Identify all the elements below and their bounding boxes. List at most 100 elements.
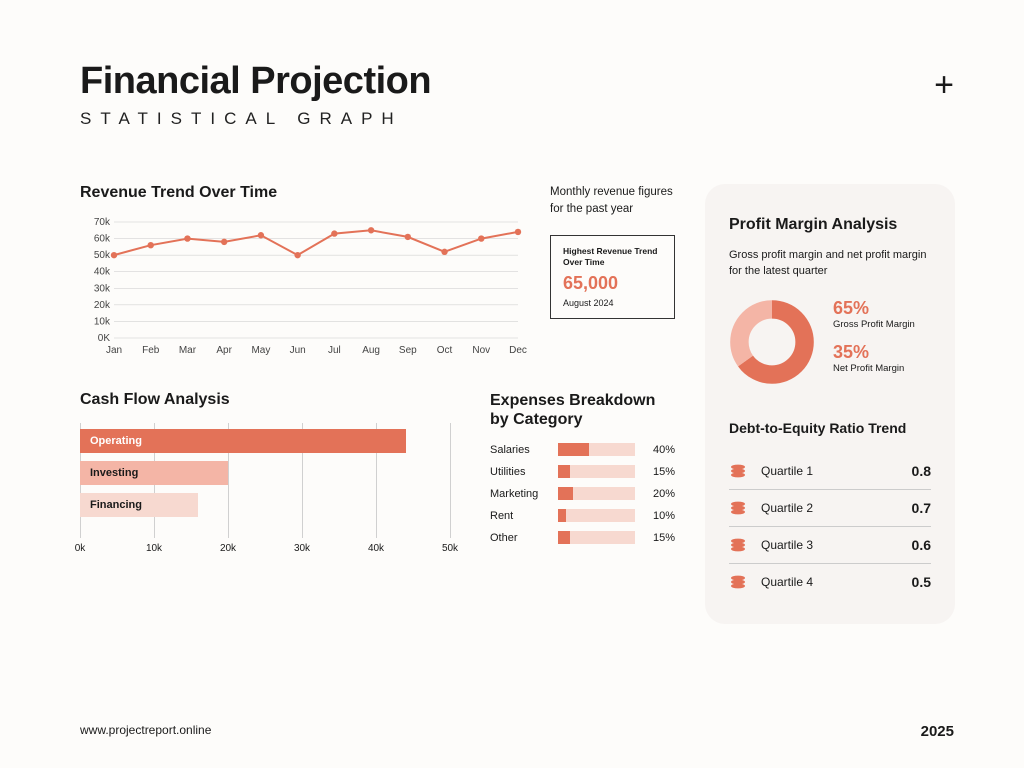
debt-value: 0.8 bbox=[912, 463, 931, 479]
revenue-line-chart: 0K10k20k30k40k50k60k70kJanFebMarAprMayJu… bbox=[80, 216, 528, 356]
expense-bar-bg bbox=[558, 531, 635, 544]
expense-row: Salaries 40% bbox=[490, 443, 675, 456]
expense-pct: 20% bbox=[643, 488, 675, 500]
expenses-list: Salaries 40% Utilities 15% Marketing 20%… bbox=[490, 443, 675, 544]
data-point bbox=[184, 235, 190, 241]
expense-row: Utilities 15% bbox=[490, 465, 675, 478]
x-axis-label: Mar bbox=[179, 345, 197, 356]
x-axis-label: Oct bbox=[437, 345, 453, 356]
cashflow-bar: Operating bbox=[80, 429, 406, 453]
x-axis-label: Sep bbox=[399, 345, 417, 356]
debt-row: Quartile 2 0.7 bbox=[729, 490, 931, 527]
profit-stat: 65% Gross Profit Margin bbox=[833, 298, 915, 330]
x-axis-label: 40k bbox=[368, 543, 384, 554]
y-axis-label: 20k bbox=[94, 300, 111, 311]
x-axis-label: Apr bbox=[216, 345, 232, 356]
debt-row: Quartile 3 0.6 bbox=[729, 527, 931, 564]
x-axis-label: Feb bbox=[142, 345, 160, 356]
highlight-label: Highest Revenue Trend Over Time bbox=[563, 246, 662, 266]
expenses-section: Expenses Breakdown by Category Salaries … bbox=[490, 391, 675, 553]
revenue-description: Monthly revenue figures for the past yea… bbox=[550, 184, 675, 217]
expense-bar-fill bbox=[558, 465, 570, 478]
debt-label: Quartile 4 bbox=[761, 575, 912, 589]
data-point bbox=[441, 249, 447, 255]
highlight-value: 65,000 bbox=[563, 273, 662, 294]
data-point bbox=[148, 242, 154, 248]
expense-pct: 40% bbox=[643, 444, 675, 456]
x-axis-label: 20k bbox=[220, 543, 236, 554]
stat-value: 65% bbox=[833, 298, 915, 319]
x-axis-label: 10k bbox=[146, 543, 162, 554]
cashflow-bar: Financing bbox=[80, 493, 198, 517]
expense-label: Salaries bbox=[490, 444, 550, 456]
data-point bbox=[111, 252, 117, 258]
page-title: Financial Projection bbox=[80, 60, 431, 103]
debt-title: Debt-to-Equity Ratio Trend bbox=[729, 420, 931, 438]
x-axis-label: Jan bbox=[106, 345, 122, 356]
bar-label: Financing bbox=[80, 493, 198, 517]
profit-title: Profit Margin Analysis bbox=[729, 216, 931, 234]
cashflow-title: Cash Flow Analysis bbox=[80, 391, 450, 409]
y-axis-label: 60k bbox=[94, 234, 111, 245]
expenses-title: Expenses Breakdown by Category bbox=[490, 391, 675, 429]
expense-row: Rent 10% bbox=[490, 509, 675, 522]
y-axis-label: 50k bbox=[94, 250, 111, 261]
data-point bbox=[221, 239, 227, 245]
expense-bar-fill bbox=[558, 443, 589, 456]
debt-label: Quartile 2 bbox=[761, 501, 912, 515]
x-axis-label: Jun bbox=[290, 345, 306, 356]
y-axis-label: 40k bbox=[94, 267, 111, 278]
right-panel: Profit Margin Analysis Gross profit marg… bbox=[705, 184, 955, 624]
data-point bbox=[478, 235, 484, 241]
y-axis-label: 10k bbox=[94, 316, 111, 327]
debt-value: 0.5 bbox=[912, 574, 931, 590]
revenue-section: Revenue Trend Over Time 0K10k20k30k40k50… bbox=[80, 184, 675, 356]
data-point bbox=[368, 227, 374, 233]
x-axis-label: Jul bbox=[328, 345, 341, 356]
debt-row: Quartile 1 0.8 bbox=[729, 453, 931, 490]
revenue-svg: 0K10k20k30k40k50k60k70kJanFebMarAprMayJu… bbox=[80, 216, 528, 356]
expense-bar-fill bbox=[558, 487, 573, 500]
debt-list: Quartile 1 0.8 Quartile 2 0.7 Quartile 3… bbox=[729, 453, 931, 600]
data-point bbox=[405, 234, 411, 240]
plus-icon[interactable]: + bbox=[934, 68, 954, 102]
expense-label: Utilities bbox=[490, 466, 550, 478]
x-axis-label: 0k bbox=[75, 543, 86, 554]
x-axis-label: May bbox=[251, 345, 270, 356]
profit-stat: 35% Net Profit Margin bbox=[833, 342, 915, 374]
debt-value: 0.7 bbox=[912, 500, 931, 516]
expense-bar-fill bbox=[558, 531, 570, 544]
debt-label: Quartile 1 bbox=[761, 464, 912, 478]
title-block: Financial Projection STATISTICAL GRAPH bbox=[80, 60, 431, 129]
expense-row: Other 15% bbox=[490, 531, 675, 544]
header: Financial Projection STATISTICAL GRAPH + bbox=[80, 60, 954, 129]
x-axis-label: 50k bbox=[442, 543, 458, 554]
footer-year: 2025 bbox=[921, 723, 954, 740]
data-point bbox=[331, 230, 337, 236]
database-icon bbox=[729, 501, 747, 515]
x-axis-label: 30k bbox=[294, 543, 310, 554]
x-axis-label: Dec bbox=[509, 345, 527, 356]
expense-pct: 15% bbox=[643, 532, 675, 544]
data-point bbox=[515, 229, 521, 235]
expense-pct: 10% bbox=[643, 510, 675, 522]
x-axis-label: Aug bbox=[362, 345, 380, 356]
expense-bar-fill bbox=[558, 509, 566, 522]
expense-bar-bg bbox=[558, 443, 635, 456]
profit-description: Gross profit margin and net profit margi… bbox=[729, 248, 931, 280]
x-axis-label: Nov bbox=[472, 345, 490, 356]
expense-bar-bg bbox=[558, 509, 635, 522]
data-point bbox=[258, 232, 264, 238]
stat-value: 35% bbox=[833, 342, 915, 363]
revenue-title: Revenue Trend Over Time bbox=[80, 184, 528, 202]
expense-bar-bg bbox=[558, 487, 635, 500]
expense-bar-bg bbox=[558, 465, 635, 478]
expense-label: Other bbox=[490, 532, 550, 544]
page-subtitle: STATISTICAL GRAPH bbox=[80, 109, 431, 129]
y-axis-label: 30k bbox=[94, 283, 111, 294]
data-point bbox=[294, 252, 300, 258]
bar-label: Operating bbox=[80, 429, 406, 453]
profit-donut-chart bbox=[729, 299, 815, 385]
expense-row: Marketing 20% bbox=[490, 487, 675, 500]
debt-label: Quartile 3 bbox=[761, 538, 912, 552]
